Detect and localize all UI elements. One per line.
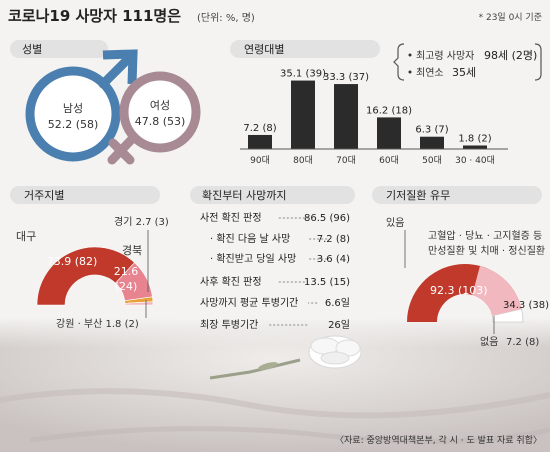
section-title-residence: 거주지별 <box>24 189 64 202</box>
female-label: 여성 <box>150 99 170 112</box>
age-category-label: 70대 <box>336 155 356 166</box>
age-bar <box>248 134 272 149</box>
female-value: 47.8 (53) <box>135 115 186 128</box>
disease-sub-value: 34.3 (38) <box>503 300 549 311</box>
youngest-value: 35세 <box>452 66 476 79</box>
timeline-label: 최장 투병기간 <box>200 319 258 331</box>
age-bar-value: 35.1 (39) <box>280 69 326 80</box>
cloth-fold-line <box>0 388 550 419</box>
timeline-value: 3.6 (4) <box>317 254 350 265</box>
section-title-gender: 성별 <box>22 43 42 56</box>
age-bar <box>291 80 315 149</box>
age-bar-value: 16.2 (18) <box>366 105 412 116</box>
section-title-age: 연령대별 <box>244 43 284 56</box>
bullet-dot <box>408 70 412 74</box>
age-bar <box>377 117 401 149</box>
disease-detail-line1: 고혈압 · 당뇨 · 고지혈증 등 <box>428 229 542 242</box>
section-title-timeline: 확진부터 사망까지 <box>202 189 286 202</box>
age-note-bracket <box>393 43 542 81</box>
disease-no-value: 7.2 (8) <box>506 337 539 348</box>
age-bar-value: 7.2 (8) <box>243 123 276 134</box>
female-symbol <box>107 71 201 165</box>
age-bar-value: 1.8 (2) <box>458 133 491 144</box>
age-bar-value: 33.3 (37) <box>323 72 369 83</box>
timeline-value: 7.2 (8) <box>317 234 350 245</box>
gangwon-busan-label: 강원 · 부산 1.8 (2) <box>56 318 139 330</box>
disease-yes-label: 있음 <box>386 217 404 229</box>
cloth-fold-line <box>29 426 550 444</box>
age-bar-value: 6.3 (7) <box>415 125 448 136</box>
section-tab-gender: 성별 <box>10 40 108 58</box>
background-fade <box>0 318 550 348</box>
section-tab-timeline: 확진부터 사망까지 <box>190 186 355 204</box>
age-category-label: 60대 <box>379 155 399 166</box>
timeline-label: · 확진받고 당일 사망 <box>210 253 296 265</box>
timeline-value: 26일 <box>328 319 350 331</box>
gyeongbuk-count: (24) <box>115 280 138 293</box>
gyeongbuk-value: 21.6 <box>114 265 139 278</box>
disease-donut <box>404 230 524 323</box>
age-bar-chart: 7.2 (8) 90대 35.1 (39) 80대 33.3 (37) 70대 16.2 (… <box>243 69 495 166</box>
daegu-label: 대구 <box>16 230 36 243</box>
gyeonggi-label: 경기 2.7 (3) <box>114 215 169 228</box>
age-category-label: 80대 <box>293 155 313 166</box>
date-note: * 23일 0시 기준 <box>479 12 542 23</box>
age-category-label: 50대 <box>422 155 442 166</box>
age-bar <box>420 136 444 149</box>
male-symbol <box>25 49 138 162</box>
source-note: 〈자료: 중앙방역대책본부, 각 시 · 도 발표 자료 취합〉 <box>335 434 542 446</box>
male-label: 남성 <box>63 102 83 115</box>
age-bar <box>334 84 358 149</box>
chrysanthemum-icon <box>209 335 362 380</box>
disease-detail-line2: 만성질환 및 치매 · 정신질환 <box>428 245 545 257</box>
timeline-list: 사전 확진 판정 86.5 (96) · 확진 다음 날 사망 7.2 (8) · 확진… <box>200 212 350 331</box>
youngest-label: 최연소 <box>416 67 444 79</box>
daegu-slice <box>36 246 135 306</box>
timeline-label: 사망까지 평균 투병기간 <box>200 297 298 309</box>
timeline-value: 13.5 (15) <box>304 277 350 288</box>
timeline-value: 86.5 (96) <box>304 213 350 224</box>
age-category-label: 90대 <box>250 155 270 166</box>
bullet-dot <box>408 53 412 57</box>
daegu-value: 73.9 (82) <box>47 255 98 268</box>
disease-no-label: 없음 <box>480 335 498 348</box>
section-title-disease: 기저질환 유무 <box>386 189 450 202</box>
oldest-label: 최고령 사망자 <box>416 50 474 62</box>
timeline-label: · 확진 다음 날 사망 <box>210 233 290 245</box>
oldest-value: 98세 (2명) <box>484 49 537 62</box>
age-category-label: 30 · 40대 <box>455 155 495 166</box>
timeline-label: 사후 확진 판정 <box>200 276 262 288</box>
disease-chronic-slice <box>472 265 522 316</box>
gyeongbuk-label: 경북 <box>122 244 142 257</box>
age-bar <box>463 145 487 149</box>
male-value: 52.2 (58) <box>48 118 99 131</box>
section-tab-age: 연령대별 <box>230 40 380 58</box>
timeline-label: 사전 확진 판정 <box>200 212 262 224</box>
section-tab-residence: 거주지별 <box>10 186 160 204</box>
unit-label: (단위: %, 명) <box>197 11 255 24</box>
disease-no-slice <box>491 308 524 323</box>
disease-main-value: 92.3 (103) <box>430 284 488 297</box>
page-title: 코로나19 사망자 111명은 <box>8 7 181 25</box>
section-tab-disease: 기저질환 유무 <box>372 186 542 204</box>
timeline-value: 6.6일 <box>325 297 350 309</box>
